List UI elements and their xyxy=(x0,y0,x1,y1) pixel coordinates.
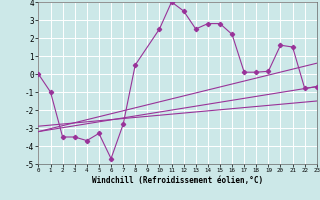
X-axis label: Windchill (Refroidissement éolien,°C): Windchill (Refroidissement éolien,°C) xyxy=(92,176,263,185)
